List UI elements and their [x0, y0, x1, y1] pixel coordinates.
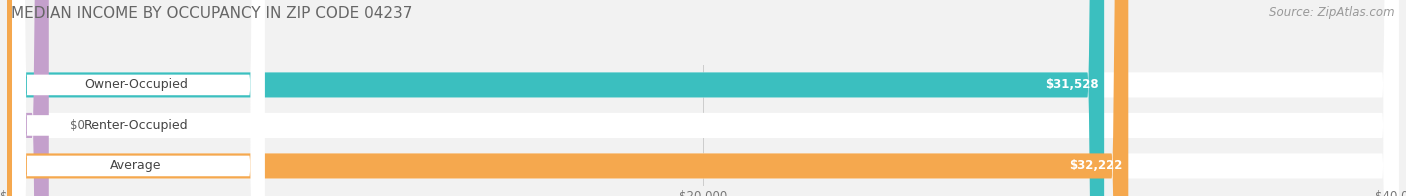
Text: MEDIAN INCOME BY OCCUPANCY IN ZIP CODE 04237: MEDIAN INCOME BY OCCUPANCY IN ZIP CODE 0…: [11, 6, 412, 21]
FancyBboxPatch shape: [13, 0, 264, 196]
Text: $0: $0: [70, 119, 84, 132]
FancyBboxPatch shape: [7, 0, 1128, 196]
FancyBboxPatch shape: [7, 0, 1399, 196]
Text: $31,528: $31,528: [1045, 78, 1098, 91]
FancyBboxPatch shape: [7, 0, 1104, 196]
Text: Owner-Occupied: Owner-Occupied: [84, 78, 188, 91]
FancyBboxPatch shape: [13, 0, 264, 196]
Text: Renter-Occupied: Renter-Occupied: [83, 119, 188, 132]
FancyBboxPatch shape: [13, 0, 264, 196]
Text: Source: ZipAtlas.com: Source: ZipAtlas.com: [1270, 6, 1395, 19]
FancyBboxPatch shape: [7, 0, 1399, 196]
Text: Average: Average: [110, 160, 162, 172]
Text: $32,222: $32,222: [1070, 160, 1123, 172]
FancyBboxPatch shape: [7, 0, 1399, 196]
FancyBboxPatch shape: [7, 0, 49, 196]
